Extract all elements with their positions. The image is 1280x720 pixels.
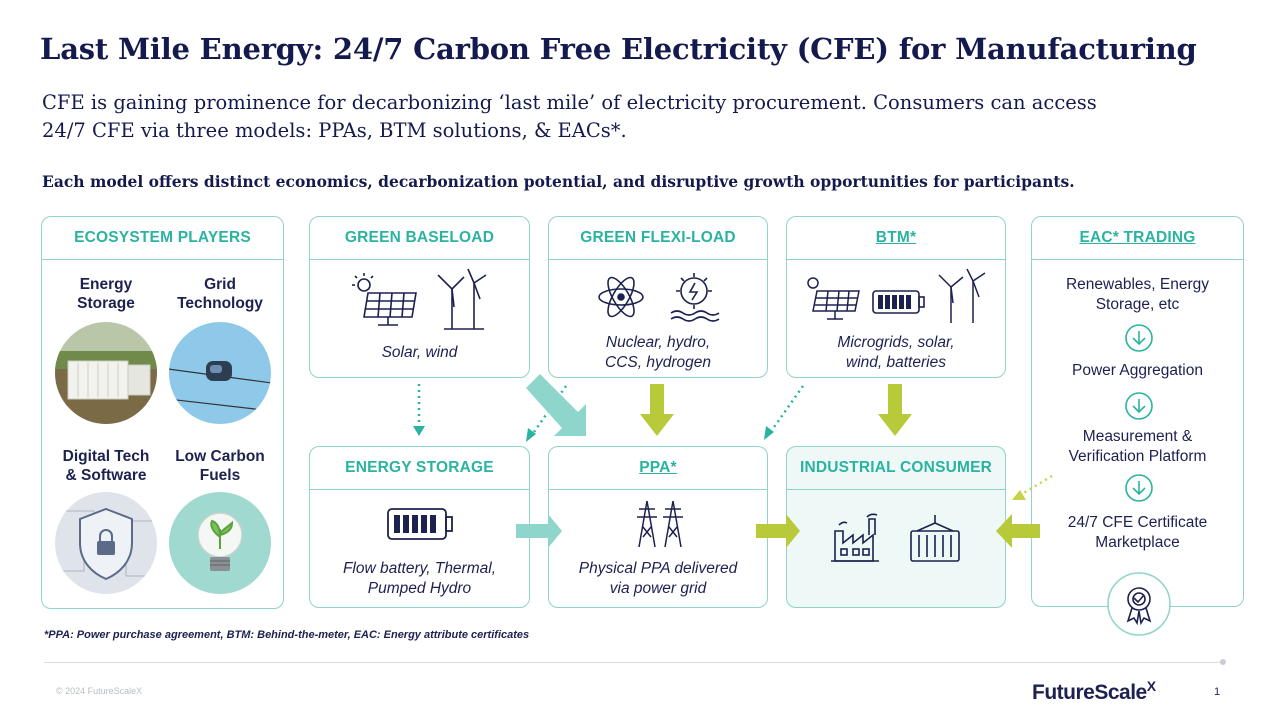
atom-icon	[598, 276, 644, 318]
battery-icon	[872, 290, 925, 314]
down-arrow-circle-icon	[1125, 392, 1153, 420]
green-baseload-header: GREEN BASELOAD	[310, 217, 529, 260]
certificate-badge-icon	[1107, 572, 1171, 636]
futurescalex-logo: FutureScaleX	[1032, 678, 1156, 704]
subtitle-line-2: 24/7 CFE via three models: PPAs, BTM sol…	[42, 119, 627, 142]
eac-trading-box: EAC* TRADING Renewables, Energy Storage, …	[1031, 216, 1244, 636]
eac-trading-header: EAC* TRADING	[1032, 217, 1243, 260]
green-baseload-caption: Solar, wind	[381, 344, 458, 361]
wind-turbine-icon	[938, 268, 986, 323]
green-flexi-load-caption: Nuclear, hydro, CCS, hydrogen	[605, 334, 711, 371]
block-arrow-baseload-to-ppa	[526, 374, 586, 436]
eac-step-measurement: Measurement & Verification Platform	[1068, 428, 1207, 465]
subtitle: CFE is gaining prominence for decarboniz…	[42, 89, 1222, 145]
block-arrow-btm-to-consumer	[878, 384, 912, 436]
energy-storage-caption: Flow battery, Thermal, Pumped Hydro	[342, 560, 497, 597]
ecosystem-players-box: ECOSYSTEM PLAYERS Energy Storage Grid Tech…	[41, 216, 284, 609]
btm-header: BTM*	[787, 217, 1005, 260]
transmission-tower-icon	[637, 500, 683, 548]
subtitle-line-1: CFE is gaining prominence for decarboniz…	[42, 91, 1097, 114]
block-arrow-ppa-to-consumer	[756, 514, 800, 548]
footer-divider	[44, 662, 1224, 663]
energy-storage-photo	[55, 322, 157, 424]
ppa-header: PPA*	[549, 447, 767, 490]
ecosystem-player-low-carbon-fuels: Low Carbon Fuels	[175, 448, 265, 484]
footnote: *PPA: Power purchase agreement, BTM: Beh…	[44, 629, 530, 641]
block-arrow-storage-to-ppa	[516, 514, 562, 548]
page-number: 1	[1214, 686, 1221, 698]
solar-panel-icon	[807, 277, 860, 320]
eac-step-renewables: Renewables, Energy Storage, etc	[1065, 276, 1210, 313]
energy-storage-box: ENERGY STORAGE Flow battery, Thermal, Pum…	[309, 446, 530, 608]
solar-panel-icon	[352, 273, 417, 326]
digital-security-photo	[55, 492, 157, 594]
ecosystem-player-digital-tech: Digital Tech & Software	[62, 448, 150, 484]
eac-step-marketplace: 24/7 CFE Certificate Marketplace	[1067, 514, 1208, 551]
hydro-gear-icon	[670, 273, 720, 322]
grid-technology-photo	[169, 322, 271, 424]
eac-step-power-aggregation: Power Aggregation	[1072, 362, 1203, 379]
ecosystem-players-header: ECOSYSTEM PLAYERS	[42, 217, 283, 260]
light-bulb-plant-photo	[169, 492, 271, 594]
energy-storage-header: ENERGY STORAGE	[310, 447, 529, 490]
green-flexi-load-header: GREEN FLEXI-LOAD	[549, 217, 767, 260]
ppa-box: PPA* Physical PPA delivered via power gri…	[548, 446, 768, 608]
btm-caption: Microgrids, solar, wind, batteries	[837, 334, 955, 371]
block-arrow-flexi-to-ppa	[640, 384, 674, 436]
shipping-container-icon	[910, 515, 960, 562]
block-arrow-eac-to-consumer	[996, 514, 1040, 548]
dotted-arrow-btm-to-ppa	[770, 385, 805, 431]
ecosystem-player-grid-technology: Grid Technology	[177, 276, 263, 312]
down-arrow-circle-icon	[1125, 474, 1153, 502]
down-arrow-circle-icon	[1125, 324, 1153, 352]
industrial-consumer-header: INDUSTRIAL CONSUMER	[787, 447, 1005, 490]
ppa-caption: Physical PPA delivered via power grid	[578, 560, 738, 597]
green-flexi-load-box: GREEN FLEXI-LOAD Nuclear, hydro, CCS, hyd…	[548, 216, 768, 378]
copyright: © 2024 FutureScaleX	[56, 686, 143, 696]
green-baseload-box: GREEN BASELOAD Solar, wind	[309, 216, 530, 378]
lead-sentence: Each model offers distinct economics, de…	[42, 172, 1075, 191]
btm-box: BTM* Microgrids, solar, wind, batteries	[786, 216, 1006, 378]
page-title: Last Mile Energy: 24/7 Carbon Free Elect…	[40, 32, 1197, 66]
divider-dot	[1220, 659, 1226, 665]
battery-icon	[387, 508, 453, 540]
factory-icon	[831, 513, 879, 562]
ecosystem-player-energy-storage: Energy Storage	[77, 276, 135, 312]
wind-turbine-icon	[437, 268, 487, 330]
dotted-arrow-eac-to-consumer	[1021, 474, 1053, 496]
